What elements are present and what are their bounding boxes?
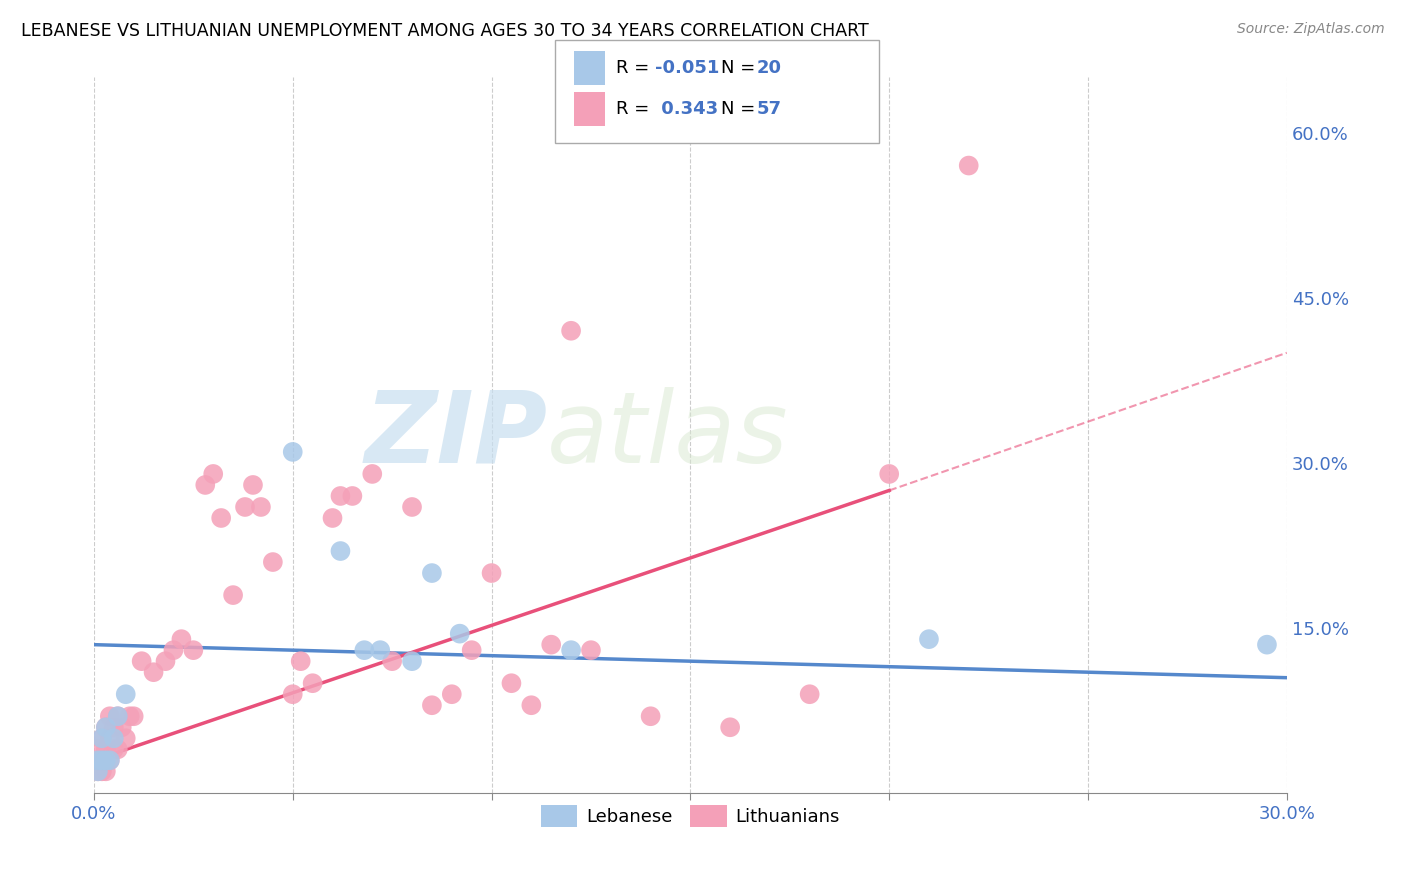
Point: [281, 687, 304, 701]
Text: 20: 20: [756, 59, 782, 77]
Point: [381, 654, 404, 668]
Point: [94, 720, 117, 734]
Text: 0.343: 0.343: [655, 100, 718, 118]
Point: [401, 654, 423, 668]
Point: [155, 654, 177, 668]
Point: [481, 566, 503, 580]
Point: [107, 709, 129, 723]
Point: [401, 500, 423, 514]
Point: [368, 643, 391, 657]
Point: [540, 638, 562, 652]
Point: [87, 764, 110, 779]
Point: [1256, 638, 1278, 652]
Point: [98, 753, 121, 767]
Point: [361, 467, 384, 481]
Point: [90, 731, 112, 746]
Point: [131, 654, 153, 668]
Point: [957, 159, 980, 173]
Text: -0.051: -0.051: [655, 59, 720, 77]
Point: [233, 500, 256, 514]
Point: [103, 742, 125, 756]
Point: [162, 643, 184, 657]
Point: [183, 643, 205, 657]
Text: Source: ZipAtlas.com: Source: ZipAtlas.com: [1237, 22, 1385, 37]
Point: [87, 764, 110, 779]
Point: [98, 753, 121, 767]
Point: [103, 731, 125, 746]
Point: [90, 731, 112, 746]
Text: atlas: atlas: [547, 387, 789, 483]
Point: [342, 489, 364, 503]
Point: [420, 566, 443, 580]
Point: [329, 544, 352, 558]
Point: [194, 478, 217, 492]
Point: [281, 445, 304, 459]
Point: [501, 676, 523, 690]
Point: [98, 709, 121, 723]
Text: LEBANESE VS LITHUANIAN UNEMPLOYMENT AMONG AGES 30 TO 34 YEARS CORRELATION CHART: LEBANESE VS LITHUANIAN UNEMPLOYMENT AMON…: [21, 22, 869, 40]
Point: [579, 643, 602, 657]
Point: [353, 643, 375, 657]
Point: [262, 555, 284, 569]
Point: [640, 709, 662, 723]
Text: N =: N =: [721, 100, 761, 118]
Point: [87, 742, 110, 756]
Text: ZIP: ZIP: [364, 387, 547, 483]
Point: [170, 632, 193, 647]
Point: [103, 720, 125, 734]
Text: 57: 57: [756, 100, 782, 118]
Point: [918, 632, 941, 647]
Point: [460, 643, 482, 657]
Point: [718, 720, 741, 734]
Point: [107, 742, 129, 756]
Point: [799, 687, 821, 701]
Point: [222, 588, 245, 602]
Point: [111, 720, 134, 734]
Point: [122, 709, 145, 723]
Point: [202, 467, 225, 481]
Point: [520, 698, 543, 713]
Point: [90, 764, 112, 779]
Point: [329, 489, 352, 503]
Point: [94, 742, 117, 756]
Point: [94, 764, 117, 779]
Point: [209, 511, 232, 525]
Point: [114, 731, 136, 746]
Point: [94, 753, 117, 767]
Legend: Lebanese, Lithuanians: Lebanese, Lithuanians: [534, 798, 848, 834]
Text: R =: R =: [616, 100, 655, 118]
Point: [449, 626, 471, 640]
Point: [90, 753, 112, 767]
Text: R =: R =: [616, 59, 655, 77]
Point: [94, 720, 117, 734]
Point: [118, 709, 141, 723]
Point: [560, 324, 582, 338]
Point: [440, 687, 463, 701]
Point: [301, 676, 323, 690]
Point: [321, 511, 343, 525]
Point: [242, 478, 264, 492]
Point: [560, 643, 582, 657]
Point: [250, 500, 273, 514]
Point: [877, 467, 900, 481]
Point: [90, 753, 112, 767]
Point: [114, 687, 136, 701]
Point: [420, 698, 443, 713]
Point: [98, 731, 121, 746]
Point: [87, 753, 110, 767]
Point: [290, 654, 312, 668]
Point: [87, 753, 110, 767]
Text: N =: N =: [721, 59, 761, 77]
Point: [142, 665, 165, 680]
Point: [107, 709, 129, 723]
